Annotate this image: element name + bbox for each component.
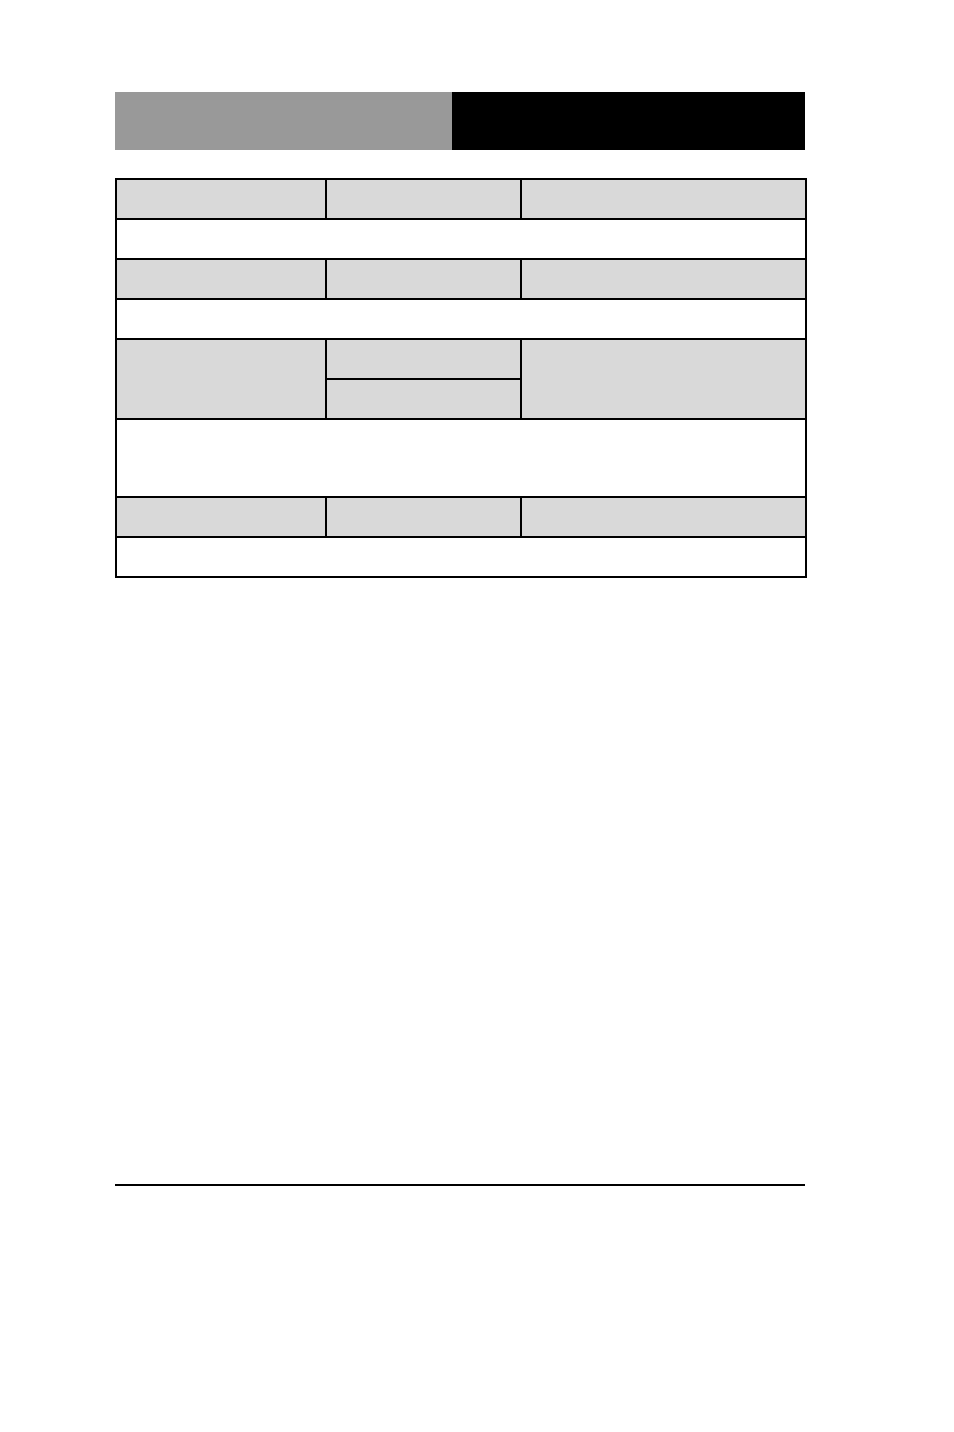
table-cell xyxy=(116,179,326,219)
table-cell xyxy=(326,497,521,537)
table-cell xyxy=(326,179,521,219)
page-content xyxy=(115,92,805,578)
header-black-block xyxy=(452,92,805,150)
table-cell xyxy=(116,419,806,497)
table-row xyxy=(116,497,806,537)
footer-divider xyxy=(115,1184,805,1186)
table-row xyxy=(116,219,806,259)
table-cell xyxy=(521,497,806,537)
table-cell xyxy=(116,497,326,537)
table-cell xyxy=(326,259,521,299)
table-row xyxy=(116,537,806,577)
table-cell xyxy=(116,219,806,259)
table-cell xyxy=(116,299,806,339)
table-cell xyxy=(326,339,521,379)
header-gray-block xyxy=(115,92,452,150)
table-row xyxy=(116,299,806,339)
table-cell xyxy=(521,339,806,419)
main-table xyxy=(115,178,807,578)
table-cell xyxy=(521,259,806,299)
header-bar xyxy=(115,92,805,150)
table-row xyxy=(116,179,806,219)
table-row xyxy=(116,419,806,497)
table-cell xyxy=(521,179,806,219)
table-cell xyxy=(116,259,326,299)
table-row xyxy=(116,339,806,379)
table-cell xyxy=(326,379,521,419)
table-cell xyxy=(116,339,326,419)
table-cell xyxy=(116,537,806,577)
table-row xyxy=(116,259,806,299)
